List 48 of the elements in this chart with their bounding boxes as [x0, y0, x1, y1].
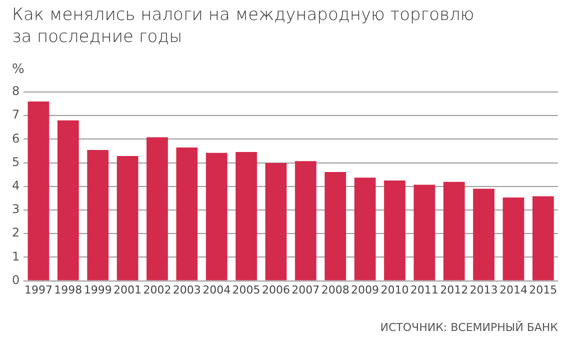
bar [265, 163, 287, 280]
bar [473, 188, 494, 280]
x-tick-label: 2002 [143, 283, 172, 296]
y-tick-label: 7 [12, 108, 20, 122]
y-axis-title: % [12, 62, 24, 77]
y-tick-label: 5 [12, 154, 20, 169]
bar [176, 147, 198, 280]
bar [294, 161, 316, 280]
bar [354, 178, 376, 280]
bar [206, 152, 228, 280]
y-tick-label: 8 [12, 84, 20, 98]
x-tick-label: 2014 [499, 283, 528, 296]
y-tick-label: 4 [12, 178, 20, 193]
x-tick-label: 2007 [292, 283, 320, 296]
x-tick-label: 2004 [202, 283, 231, 296]
x-tick-label: 2015 [529, 283, 558, 296]
bar [324, 172, 346, 280]
bar [384, 180, 406, 280]
y-tick-label: 1 [12, 249, 20, 264]
text: ИСТОЧНИК: ВСЕМИРНЫЙ БАНК [380, 321, 558, 334]
x-tick-label: 2005 [232, 283, 260, 296]
bar [236, 152, 257, 280]
x-tick-label: 1997 [24, 283, 52, 296]
x-tick-label: 1998 [54, 283, 82, 296]
bar [57, 120, 79, 280]
chart-title: Как менялись налоги на международную торговлю за последние годы [12, 4, 474, 48]
x-tick-label: 2011 [410, 283, 438, 296]
bar [116, 156, 138, 280]
x-tick-label: 2010 [380, 283, 409, 296]
bar [532, 196, 554, 280]
x-tick-label: 2006 [262, 283, 290, 296]
bar [502, 197, 524, 280]
y-tick-label: 6 [12, 131, 20, 146]
x-tick-label: 1999 [84, 283, 112, 296]
x-tick-label: 2003 [172, 283, 201, 296]
x-tick-label: 2001 [114, 283, 142, 296]
y-tick-label: 0 [12, 272, 20, 287]
x-tick-label: 2008 [321, 283, 350, 296]
bar [443, 182, 465, 280]
y-tick-label: 2 [12, 226, 20, 240]
bar [87, 150, 109, 280]
bar [414, 184, 436, 280]
x-tick-label: 2012 [440, 283, 468, 296]
y-tick-label: 3 [12, 202, 20, 216]
bar [146, 137, 168, 280]
bar [28, 101, 50, 280]
x-tick-label: 2009 [351, 283, 380, 296]
x-tick-label: 2013 [470, 283, 498, 296]
